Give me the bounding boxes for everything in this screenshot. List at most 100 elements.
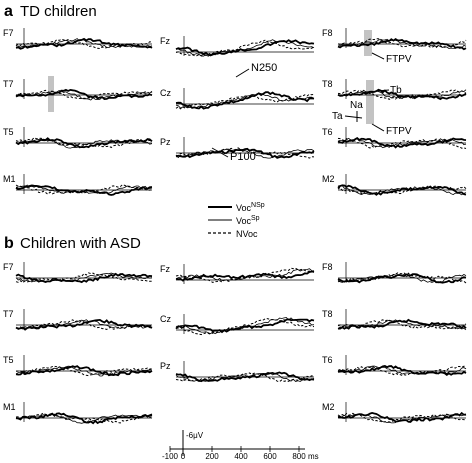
series-vocsp [337,89,467,100]
channel-label: M2 [322,402,335,412]
series-vocsp [337,413,467,424]
series-vocsp [15,184,153,194]
series-vocnsp [337,88,467,101]
series-vocsp [15,272,153,283]
panel-b-heading: b Children with ASD [4,235,141,252]
channel-label: Cz [160,88,171,98]
series-nvoc [337,365,467,376]
plot-t6: T6 [322,127,467,149]
ta-arrow [344,115,363,119]
plot-pz: Pz [160,137,315,159]
tick-label: 800 [292,452,306,461]
tick-label: 200 [205,452,219,461]
channel-label: T8 [322,79,333,89]
plot-t6: T6 [322,355,467,377]
channel-label: F7 [3,262,14,272]
plot-t7: T7 [3,79,153,101]
series-nvoc [175,39,315,57]
plot-fz: Fz [160,36,315,57]
highlight-window-2 [364,30,372,56]
plot-f8: F8 [322,262,467,284]
plot-cz: Cz [160,88,315,110]
series-nvoc [175,147,315,159]
series-vocnsp [175,39,315,57]
channel-label: T5 [3,127,14,137]
series-vocsp [175,317,315,335]
legend-label-1: VocNSp [236,202,265,213]
series-vocsp [16,38,153,49]
series-nvoc [175,93,315,110]
series-nvoc [15,365,153,377]
plot-pz: Pz [160,361,315,383]
series-vocnsp [175,371,315,383]
channel-label: T6 [322,355,333,365]
channel-label: F8 [322,262,333,272]
ftpv-bottom-arrow [371,123,385,132]
series-nvoc [337,412,467,423]
annotations: N250 P100 FTPV Na Tb Ta FTPV [211,52,412,163]
tb-arrow [376,89,390,92]
legend: VocNSp VocSp NVoc [208,202,265,239]
channel-label: T7 [3,79,14,89]
series-vocnsp [175,318,315,334]
n250-arrow [235,68,250,78]
series-nvoc [15,89,153,100]
panel-a-letter: a [4,3,13,20]
series-nvoc [15,137,153,149]
series-vocsp [337,365,467,375]
panel-a-heading: a TD children [4,3,97,20]
plot-t8: T8 [322,79,467,101]
tick-label: 400 [234,452,248,461]
channel-label: F7 [3,28,14,38]
plot-m2: M2 [322,402,467,424]
plot-m1: M1 [3,402,153,425]
series-vocnsp [337,364,467,377]
plot-m2: M2 [322,174,467,196]
annotation-n250: N250 [251,62,277,74]
series-nvoc [337,272,467,284]
series-vocnsp [15,88,153,101]
scale-bar: -6μV -100 0 200 400 600 800 ms [162,430,319,461]
series-vocnsp [175,147,315,159]
series-vocsp [15,414,153,424]
series-vocsp [175,148,315,159]
tick-label: 600 [263,452,277,461]
annotation-ftpv-top: FTPV [386,54,412,65]
annotation-ftpv-bottom: FTPV [386,126,412,137]
series-nvoc [15,272,152,284]
series-nvoc [337,319,467,330]
annotation-na: Na [350,100,363,111]
series-nvoc [175,372,315,383]
scale-unit: ms [308,452,319,461]
series-vocnsp [15,365,153,377]
plot-t5: T5 [3,127,153,149]
series-vocsp [15,365,152,377]
series-vocsp [16,138,153,149]
series-vocnsp [15,412,153,425]
tick-label: 0 [181,452,186,461]
series-nvoc [337,38,467,49]
channel-label: F8 [322,28,333,38]
plot-fz: Fz [160,264,315,284]
panel-a-title: TD children [20,3,97,20]
series-nvoc [175,317,315,336]
plot-t7: T7 [3,309,153,331]
scale-amplitude: -6μV [186,431,204,440]
series-vocsp [175,371,315,383]
channel-label: T5 [3,355,14,365]
series-vocsp [175,92,315,109]
tick-label: -100 [162,452,179,461]
channel-label: M1 [3,174,16,184]
series-nvoc [15,412,153,424]
annotation-p100: P100 [230,151,256,163]
panel-b-letter: b [4,235,14,252]
channel-label: Cz [160,314,171,324]
series-vocsp [175,268,315,282]
highlight-window-3 [366,80,374,124]
p100-arrow [211,147,229,158]
channel-label: Fz [160,36,170,46]
series-vocsp [337,38,467,49]
series-vocsp [337,185,467,196]
plot-f7: F7 [3,262,153,284]
